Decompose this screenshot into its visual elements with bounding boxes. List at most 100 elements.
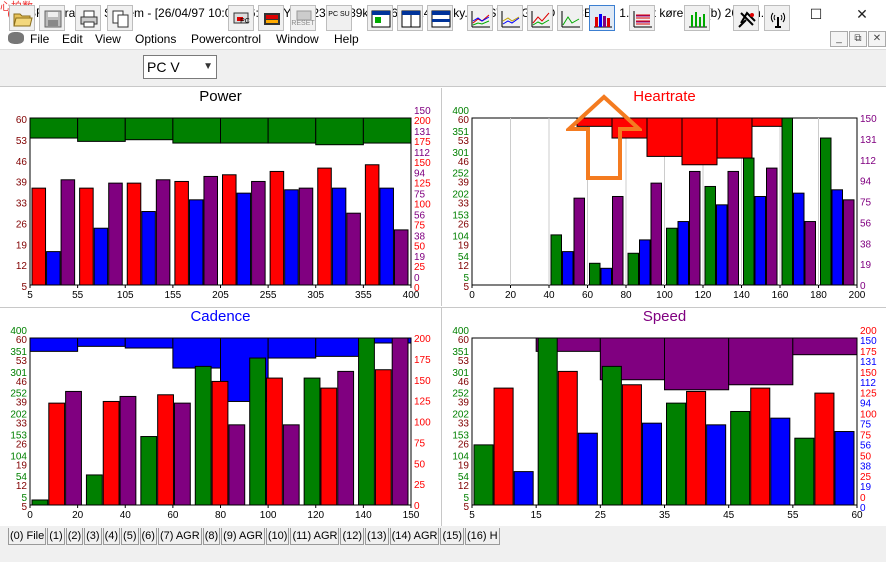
x-tick-label: 60	[851, 510, 863, 521]
y2-tick-label: 19	[860, 482, 872, 493]
x-tick-label: 150	[403, 510, 420, 521]
y2-tick-label: 100	[414, 418, 431, 429]
histogram-bar	[393, 229, 409, 286]
file-tab[interactable]: (5)	[121, 528, 139, 545]
file-tab[interactable]: (1)	[47, 528, 65, 545]
y2-tick-label: 50	[414, 241, 426, 252]
y-tick-label: 202	[10, 410, 27, 421]
chart-all-button[interactable]	[467, 5, 493, 31]
split-horizontal-icon	[431, 10, 451, 28]
y-tick-label: 46	[16, 157, 28, 168]
bar-chart-button[interactable]	[684, 5, 710, 31]
histogram-bar	[126, 182, 142, 286]
cadence-chart-pane[interactable]: Cadence 0 20 40 60 80 100 120 140 150 400 351 301 25…	[0, 307, 441, 526]
y-tick-label: 60	[16, 115, 28, 126]
file-tab[interactable]: (9) AGR	[221, 528, 265, 545]
file-tab[interactable]: (14) AGR	[389, 528, 440, 545]
file-tab[interactable]: (4)	[102, 528, 121, 545]
file-tab[interactable]: (11) AGR	[290, 528, 340, 545]
mdi-minimize-button[interactable]: _	[830, 31, 848, 47]
reset-button[interactable]: RESET	[290, 5, 316, 31]
chart-title: Speed	[642, 308, 687, 325]
y-tick-label: 46	[458, 377, 470, 388]
file-tab[interactable]: (15)	[440, 528, 465, 545]
window-layout-1-button[interactable]	[367, 5, 393, 31]
y2-tick-label: 0	[860, 503, 866, 514]
tools-button[interactable]	[733, 5, 759, 31]
histogram-bar	[843, 199, 855, 286]
window-layout-2-button[interactable]	[397, 5, 423, 31]
window-layout-3-button[interactable]	[427, 5, 453, 31]
x-tick-label: 120	[695, 290, 712, 301]
histogram-bar	[513, 471, 534, 506]
x-tick-label: 255	[260, 290, 277, 301]
file-tab[interactable]: (6)	[139, 528, 157, 545]
menu-help[interactable]: Help	[334, 32, 359, 46]
menu-bar: File Edit View Options Powercontrol Wind…	[0, 29, 886, 50]
y-tick-label: 33	[16, 199, 28, 210]
x-tick-label: 205	[212, 290, 229, 301]
histogram-bar	[666, 402, 687, 506]
histogram-bar	[236, 192, 252, 286]
mdi-restore-button[interactable]: ⧉	[849, 31, 867, 47]
file-tab[interactable]: (2)	[65, 528, 84, 545]
speed-chart-pane[interactable]: Speed 5 15 25 35 45 55 60 400 351 301 252 202 153 104…	[441, 307, 886, 526]
histogram-bar	[188, 199, 204, 286]
file-tab[interactable]: (12)	[340, 528, 365, 545]
x-tick-label: 100	[656, 290, 673, 301]
chart-heart-button[interactable]	[527, 5, 553, 31]
chart-single-button[interactable]	[557, 5, 583, 31]
pc-download-button[interactable]: PC	[228, 5, 254, 31]
histogram-bar	[249, 357, 267, 506]
menu-file[interactable]: File	[30, 32, 50, 46]
pc-setup-button[interactable]: PC SU	[326, 5, 352, 31]
close-button[interactable]: ✕	[856, 6, 868, 22]
device-select[interactable]: PC V ▼	[143, 55, 217, 79]
y2-tick-label: 150	[414, 158, 431, 169]
histogram-lines-button[interactable]	[629, 5, 655, 31]
y2-tick-label: 38	[860, 239, 872, 250]
histogram-bar	[374, 369, 392, 506]
maximize-button[interactable]: ☐	[809, 6, 823, 22]
y-tick-label: 153	[10, 430, 27, 441]
file-tab[interactable]: (16) H	[465, 528, 500, 545]
histogram-bar	[794, 437, 815, 506]
file-tab[interactable]: (10)	[265, 528, 290, 545]
power-chart-pane[interactable]: Power 5 55 105 155 205 255 305 355 400 60 53 46 39 33…	[0, 88, 441, 306]
y2-tick-label: 75	[860, 430, 872, 441]
chart-power-button[interactable]	[497, 5, 523, 31]
menu-window[interactable]: Window	[276, 32, 319, 46]
histogram-bar	[155, 179, 171, 286]
mdi-close-button[interactable]: ✕	[868, 31, 886, 47]
x-tick-label: 15	[531, 510, 543, 521]
y-tick-label: 252	[452, 169, 469, 180]
powercontrol-button[interactable]	[258, 5, 284, 31]
y-tick-label: 53	[458, 136, 470, 147]
open-button[interactable]	[9, 5, 35, 31]
menu-view[interactable]: View	[95, 32, 121, 46]
menu-powercontrol[interactable]: Powercontrol	[191, 32, 262, 46]
file-tab[interactable]: (7) AGR	[157, 528, 202, 545]
document-system-icon[interactable]	[8, 32, 24, 44]
y-tick-label: 104	[452, 451, 469, 462]
pc-download-icon	[233, 12, 249, 24]
file-tab[interactable]: (0) File	[8, 528, 47, 545]
save-button[interactable]	[39, 5, 65, 31]
file-tab[interactable]: (8)	[202, 528, 221, 545]
histogram-button[interactable]	[589, 5, 615, 31]
top-bar	[315, 117, 364, 146]
file-tab[interactable]: (3)	[84, 528, 102, 545]
menu-options[interactable]: Options	[135, 32, 177, 46]
histogram-bar	[108, 182, 123, 286]
y-tick-label: 60	[16, 335, 28, 346]
menu-edit[interactable]: Edit	[62, 32, 83, 46]
y-tick-label: 60	[458, 335, 470, 346]
print-button[interactable]	[75, 5, 101, 31]
copy-button[interactable]	[107, 5, 133, 31]
histogram-bar	[194, 365, 212, 506]
top-bar	[681, 117, 718, 166]
heartrate-chart-pane[interactable]: Heartrate 0 20 40 60 80 100 120 140 160 180 200 400…	[441, 88, 886, 306]
antenna-button[interactable]	[764, 5, 790, 31]
file-tab[interactable]: (13)	[365, 528, 389, 545]
y-tick-label: 202	[452, 190, 469, 201]
